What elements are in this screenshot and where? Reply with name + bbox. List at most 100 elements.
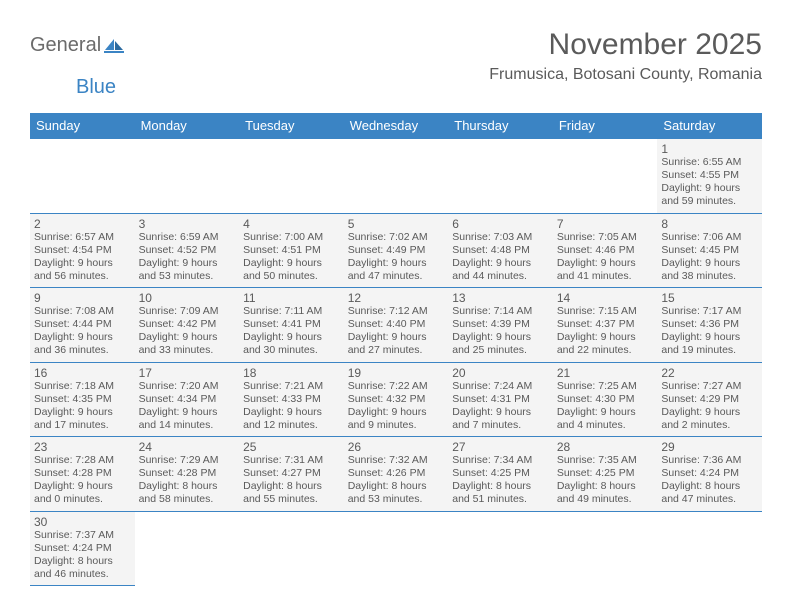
calendar-cell: 4Sunrise: 7:00 AMSunset: 4:51 PMDaylight… (239, 213, 344, 288)
day-number: 29 (661, 440, 758, 454)
day-day2: and 33 minutes. (139, 344, 236, 357)
day-day1: Daylight: 9 hours (661, 257, 758, 270)
day-sunrise: Sunrise: 7:17 AM (661, 305, 758, 318)
day-number: 28 (557, 440, 654, 454)
calendar-cell: 2Sunrise: 6:57 AMSunset: 4:54 PMDaylight… (30, 213, 135, 288)
day-sunset: Sunset: 4:36 PM (661, 318, 758, 331)
day-sunset: Sunset: 4:24 PM (661, 467, 758, 480)
day-sunrise: Sunrise: 7:27 AM (661, 380, 758, 393)
day-day1: Daylight: 9 hours (452, 406, 549, 419)
day-number: 5 (348, 217, 445, 231)
logo-text-blue: Blue (76, 76, 792, 99)
day-number: 23 (34, 440, 131, 454)
day-day2: and 53 minutes. (348, 493, 445, 506)
day-sunset: Sunset: 4:48 PM (452, 244, 549, 257)
day-sunset: Sunset: 4:39 PM (452, 318, 549, 331)
day-day1: Daylight: 9 hours (452, 257, 549, 270)
day-day2: and 36 minutes. (34, 344, 131, 357)
calendar-cell (553, 139, 658, 214)
calendar-cell: 17Sunrise: 7:20 AMSunset: 4:34 PMDayligh… (135, 362, 240, 437)
day-day1: Daylight: 9 hours (661, 406, 758, 419)
day-day1: Daylight: 9 hours (34, 406, 131, 419)
calendar-body: 1Sunrise: 6:55 AMSunset: 4:55 PMDaylight… (30, 139, 762, 586)
day-sunset: Sunset: 4:52 PM (139, 244, 236, 257)
day-sunrise: Sunrise: 7:35 AM (557, 454, 654, 467)
day-number: 21 (557, 366, 654, 380)
calendar-cell: 30Sunrise: 7:37 AMSunset: 4:24 PMDayligh… (30, 511, 135, 586)
day-day1: Daylight: 9 hours (348, 331, 445, 344)
calendar-cell: 11Sunrise: 7:11 AMSunset: 4:41 PMDayligh… (239, 288, 344, 363)
day-sunset: Sunset: 4:37 PM (557, 318, 654, 331)
calendar-cell: 16Sunrise: 7:18 AMSunset: 4:35 PMDayligh… (30, 362, 135, 437)
calendar-cell (135, 139, 240, 214)
day-sunset: Sunset: 4:27 PM (243, 467, 340, 480)
day-sunset: Sunset: 4:44 PM (34, 318, 131, 331)
day-sunset: Sunset: 4:25 PM (557, 467, 654, 480)
day-day2: and 25 minutes. (452, 344, 549, 357)
day-number: 22 (661, 366, 758, 380)
day-number: 15 (661, 291, 758, 305)
day-sunrise: Sunrise: 7:21 AM (243, 380, 340, 393)
day-sunrise: Sunrise: 7:14 AM (452, 305, 549, 318)
calendar-cell: 28Sunrise: 7:35 AMSunset: 4:25 PMDayligh… (553, 437, 658, 512)
day-sunset: Sunset: 4:46 PM (557, 244, 654, 257)
day-sunset: Sunset: 4:51 PM (243, 244, 340, 257)
day-day2: and 49 minutes. (557, 493, 654, 506)
day-sunset: Sunset: 4:45 PM (661, 244, 758, 257)
day-sunrise: Sunrise: 7:11 AM (243, 305, 340, 318)
day-day1: Daylight: 9 hours (34, 257, 131, 270)
day-day2: and 4 minutes. (557, 419, 654, 432)
day-sunrise: Sunrise: 7:03 AM (452, 231, 549, 244)
day-day1: Daylight: 9 hours (348, 257, 445, 270)
day-day1: Daylight: 8 hours (661, 480, 758, 493)
calendar-cell (344, 139, 449, 214)
day-day1: Daylight: 9 hours (557, 257, 654, 270)
day-sunrise: Sunrise: 7:36 AM (661, 454, 758, 467)
calendar-cell: 23Sunrise: 7:28 AMSunset: 4:28 PMDayligh… (30, 437, 135, 512)
day-day1: Daylight: 9 hours (243, 257, 340, 270)
weekday-thursday: Thursday (448, 113, 553, 139)
day-number: 2 (34, 217, 131, 231)
day-number: 8 (661, 217, 758, 231)
day-day2: and 9 minutes. (348, 419, 445, 432)
day-day2: and 12 minutes. (243, 419, 340, 432)
calendar-cell: 14Sunrise: 7:15 AMSunset: 4:37 PMDayligh… (553, 288, 658, 363)
day-number: 10 (139, 291, 236, 305)
day-sunrise: Sunrise: 7:08 AM (34, 305, 131, 318)
day-number: 18 (243, 366, 340, 380)
day-day1: Daylight: 9 hours (139, 406, 236, 419)
day-sunrise: Sunrise: 7:29 AM (139, 454, 236, 467)
day-sunset: Sunset: 4:24 PM (34, 542, 131, 555)
day-sunset: Sunset: 4:42 PM (139, 318, 236, 331)
day-number: 25 (243, 440, 340, 454)
day-day1: Daylight: 9 hours (661, 331, 758, 344)
logo: General (30, 28, 127, 57)
day-sunrise: Sunrise: 7:31 AM (243, 454, 340, 467)
calendar-cell (30, 139, 135, 214)
day-number: 3 (139, 217, 236, 231)
weekday-friday: Friday (553, 113, 658, 139)
weekday-tuesday: Tuesday (239, 113, 344, 139)
day-sunset: Sunset: 4:29 PM (661, 393, 758, 406)
calendar-cell (553, 511, 658, 586)
day-sunset: Sunset: 4:35 PM (34, 393, 131, 406)
day-day2: and 47 minutes. (661, 493, 758, 506)
day-day2: and 14 minutes. (139, 419, 236, 432)
calendar-cell: 13Sunrise: 7:14 AMSunset: 4:39 PMDayligh… (448, 288, 553, 363)
day-number: 13 (452, 291, 549, 305)
calendar-cell: 29Sunrise: 7:36 AMSunset: 4:24 PMDayligh… (657, 437, 762, 512)
day-number: 27 (452, 440, 549, 454)
day-sunset: Sunset: 4:28 PM (34, 467, 131, 480)
calendar-cell: 20Sunrise: 7:24 AMSunset: 4:31 PMDayligh… (448, 362, 553, 437)
day-number: 19 (348, 366, 445, 380)
day-number: 6 (452, 217, 549, 231)
day-sunset: Sunset: 4:54 PM (34, 244, 131, 257)
day-day2: and 7 minutes. (452, 419, 549, 432)
calendar-cell: 7Sunrise: 7:05 AMSunset: 4:46 PMDaylight… (553, 213, 658, 288)
day-sunrise: Sunrise: 7:34 AM (452, 454, 549, 467)
day-day2: and 27 minutes. (348, 344, 445, 357)
day-sunrise: Sunrise: 6:55 AM (661, 156, 758, 169)
day-number: 17 (139, 366, 236, 380)
calendar-cell (448, 139, 553, 214)
calendar-cell: 15Sunrise: 7:17 AMSunset: 4:36 PMDayligh… (657, 288, 762, 363)
